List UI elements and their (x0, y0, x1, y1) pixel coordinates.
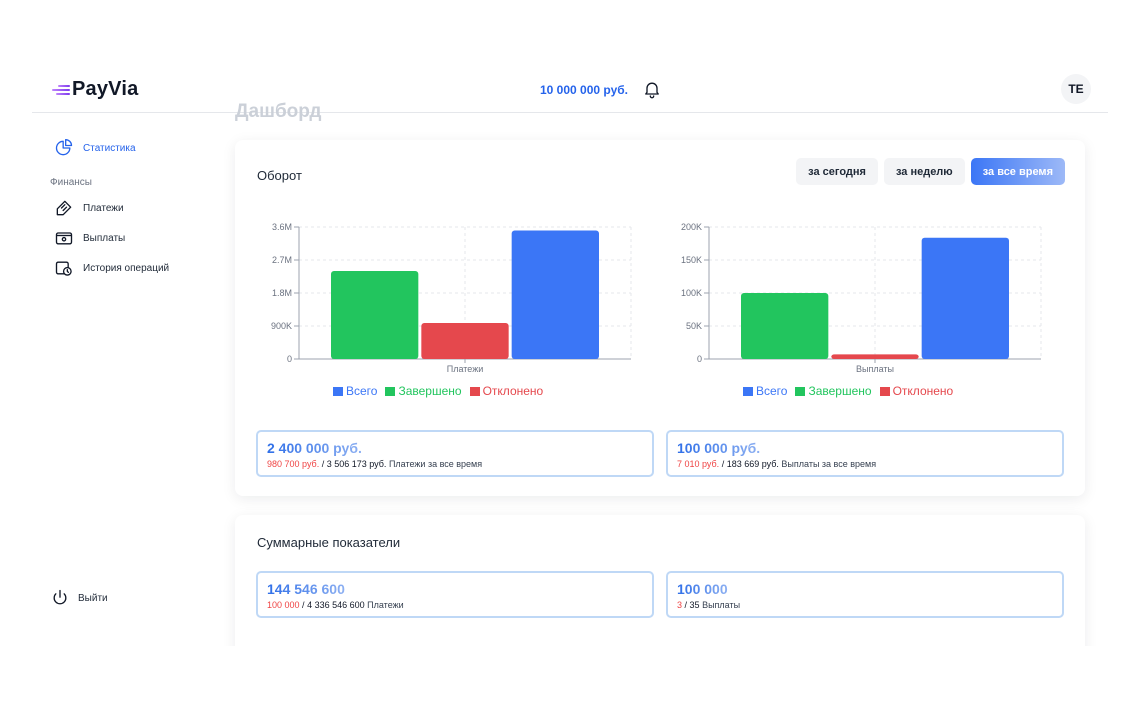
turnover-card: Оборот за сегодня за неделю за все время… (235, 140, 1085, 496)
balance-amount: 10 000 000 руб. (540, 83, 628, 97)
turnover-title: Оборот (257, 168, 302, 183)
bar-rejected[interactable] (421, 323, 509, 359)
summary-payouts-rejected: 3 (677, 600, 683, 610)
y-tick-label: 3.6M (272, 222, 292, 232)
payouts-sum-amount: 183 669 руб. (726, 459, 779, 469)
summary-payments-box: 144 546 600 100 000 / 4 336 546 600 Плат… (256, 571, 654, 618)
y-tick-label: 100K (681, 288, 702, 298)
payments-stat-details: 980 700 руб. / 3 506 173 руб. Платежи за… (267, 459, 483, 469)
payments-chart-legend: Всего Завершено Отклонено (333, 384, 543, 398)
sidebar-item-payments[interactable]: Платежи (54, 198, 124, 218)
legend-swatch-total (743, 386, 753, 396)
legend-label: Всего (346, 384, 378, 398)
y-tick-label: 900K (271, 321, 292, 331)
bar-total[interactable] (511, 230, 599, 359)
legend-swatch-completed (795, 386, 806, 396)
legend-item-completed[interactable]: Завершено (795, 384, 872, 398)
top-bar: PayVia 10 000 000 руб. TE (32, 66, 1108, 113)
bell-icon[interactable] (642, 79, 662, 99)
summary-card: Суммарные показатели 144 546 600 100 000… (235, 515, 1085, 646)
logo[interactable]: PayVia (50, 78, 138, 101)
filter-week-button[interactable]: за неделю (883, 158, 965, 185)
filter-all-time-button[interactable]: за все время (970, 158, 1065, 185)
payouts-stat-box: 100 000 руб. 7 010 руб. / 183 669 руб. В… (666, 430, 1064, 477)
summary-payments-rejected: 100 000 (267, 600, 300, 610)
payouts-rejected-amount: 7 010 руб. (677, 459, 720, 469)
filter-today-button[interactable]: за сегодня (796, 158, 878, 185)
legend-label: Отклонено (482, 384, 544, 398)
payments-completed-total: 2 400 000 руб. (267, 440, 362, 456)
period-filter: за сегодня за неделю за все время (796, 158, 1065, 185)
payments-chart-svg: 0 900K 1.8M 2.7M 3.6M Платежи (271, 222, 632, 374)
summary-payments-total: 144 546 600 (267, 581, 345, 597)
payouts-chart: 0 50K 100K 150K 200K Выплаты (659, 216, 1059, 406)
y-tick-label: 50K (686, 321, 702, 331)
legend-item-total[interactable]: Всего (333, 384, 377, 398)
pie-chart-icon (55, 139, 73, 156)
summary-payouts-box: 100 000 3 / 35 Выплаты (666, 571, 1064, 618)
legend-swatch-completed (385, 386, 396, 396)
sidebar-item-payouts[interactable]: Выплаты (54, 228, 125, 248)
sidebar-item-statistics[interactable]: Статистика (54, 138, 136, 158)
sidebar-item-label: Платежи (83, 202, 124, 214)
power-icon (53, 589, 67, 605)
y-tick-label: 0 (287, 354, 292, 364)
bar-total[interactable] (921, 237, 1009, 359)
payments-rejected-amount: 980 700 руб. (267, 459, 320, 469)
summary-title: Суммарные показатели (257, 535, 401, 550)
summary-payouts-total: 100 000 (677, 581, 728, 597)
legend-label: Завершено (398, 384, 462, 398)
summary-payouts-caption: Выплаты (702, 600, 741, 610)
bar-completed[interactable] (741, 293, 829, 359)
payouts-chart-legend: Всего Завершено Отклонено (743, 384, 953, 398)
sidebar-item-label: История операций (83, 262, 170, 274)
y-tick-label: 150K (681, 255, 702, 265)
y-tick-label: 2.7M (272, 255, 292, 265)
payouts-chart-svg: 0 50K 100K 150K 200K Выплаты (681, 222, 1042, 374)
x-tick-label: Выплаты (856, 364, 894, 374)
payouts-stat-details: 7 010 руб. / 183 669 руб. Выплаты за все… (677, 459, 877, 469)
x-tick-label: Платежи (447, 364, 484, 374)
summary-payments-details: 100 000 / 4 336 546 600 Платежи (267, 600, 404, 610)
summary-payments-sum: 4 336 546 600 (307, 600, 365, 610)
legend-label: Отклонено (892, 384, 954, 398)
legend-item-rejected[interactable]: Отклонено (469, 384, 544, 398)
logout-label: Выйти (78, 592, 108, 604)
legend-item-rejected[interactable]: Отклонено (879, 384, 954, 398)
legend-swatch-rejected (879, 386, 890, 396)
bar-rejected[interactable] (831, 354, 919, 359)
payments-chart: 0 900K 1.8M 2.7M 3.6M Платежи (249, 216, 649, 406)
legend-item-total[interactable]: Всего (743, 384, 787, 398)
sidebar-item-history[interactable]: История операций (54, 258, 169, 278)
legend-label: Всего (756, 384, 788, 398)
legend-swatch-rejected (469, 386, 480, 396)
y-tick-label: 0 (697, 354, 702, 364)
legend-swatch-total (333, 386, 343, 396)
logo-mark-icon (50, 83, 70, 97)
payouts-completed-total: 100 000 руб. (677, 440, 761, 456)
y-tick-label: 200K (681, 222, 702, 232)
payments-stat-caption: Платежи за все время (388, 459, 483, 469)
payouts-stat-caption: Выплаты за все время (781, 459, 877, 469)
page-title: Дашборд (235, 101, 322, 122)
sidebar-item-label: Статистика (83, 142, 136, 154)
payments-stat-box: 2 400 000 руб. 980 700 руб. / 3 506 173 … (256, 430, 654, 477)
logout-button[interactable]: Выйти (50, 588, 108, 608)
sidebar-section-finance: Финансы (50, 177, 92, 188)
sidebar-item-label: Выплаты (83, 232, 126, 244)
avatar[interactable]: TE (1061, 74, 1091, 104)
summary-payouts-details: 3 / 35 Выплаты (677, 600, 741, 610)
y-tick-label: 1.8M (272, 288, 292, 298)
summary-payouts-sum: 35 (689, 600, 700, 610)
bar-completed[interactable] (331, 271, 419, 359)
wallet-icon (55, 232, 73, 245)
history-icon (55, 261, 72, 276)
legend-label: Завершено (808, 384, 872, 398)
payments-sum-amount: 3 506 173 руб. (326, 459, 387, 469)
brand-name: PayVia (72, 78, 139, 100)
summary-payments-caption: Платежи (367, 600, 404, 610)
legend-item-completed[interactable]: Завершено (385, 384, 462, 398)
receipt-icon (56, 200, 72, 216)
app-window: PayVia 10 000 000 руб. TE Статистика Фин… (32, 66, 1108, 646)
